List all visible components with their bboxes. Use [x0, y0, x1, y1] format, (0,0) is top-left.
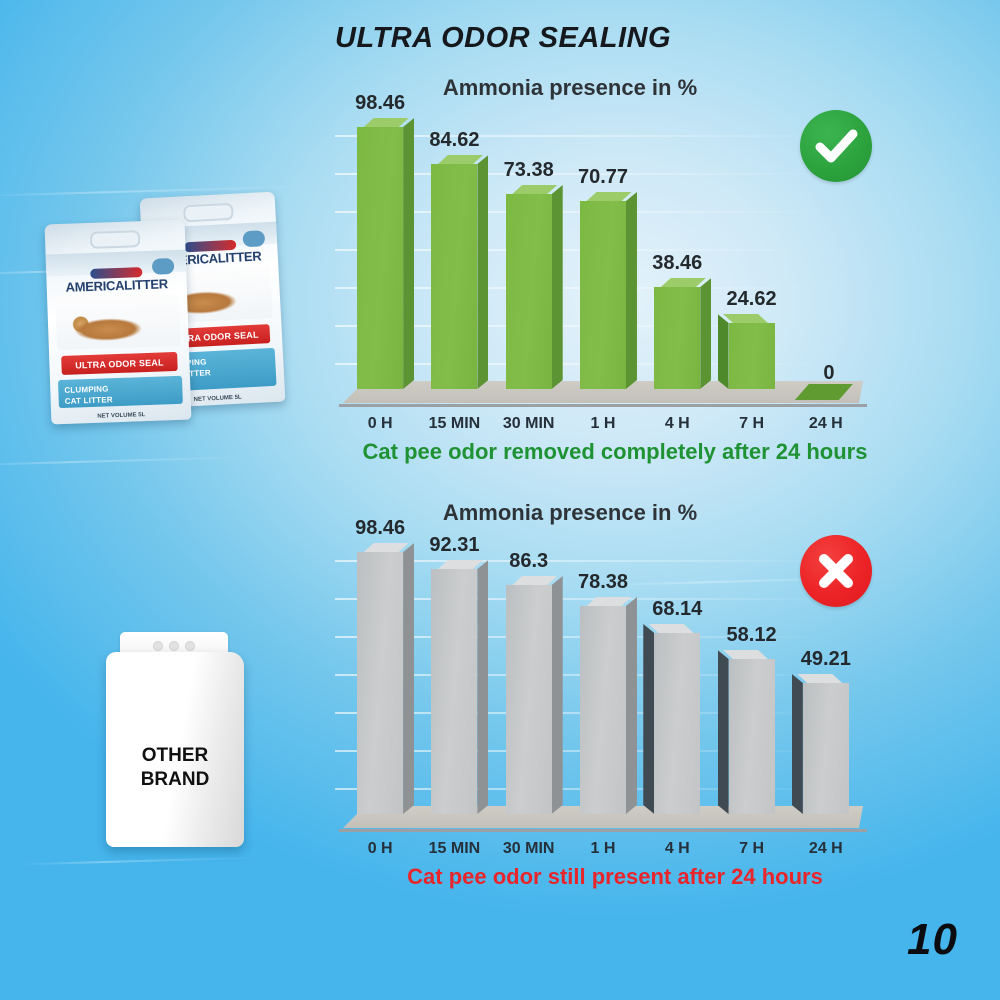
axis-tick: 4 H — [664, 415, 690, 432]
bag-handle — [89, 230, 141, 249]
axis-tick: 30 MIN — [502, 415, 555, 432]
bag-handle — [182, 202, 234, 223]
bar-slot: 78.38 — [566, 536, 640, 814]
axis-tick: 7 H — [739, 415, 764, 432]
bar: 78.38 — [578, 571, 626, 814]
bar-value-label: 24.62 — [726, 288, 777, 310]
paw-icon — [242, 230, 266, 248]
axis-tick: 1 H — [590, 840, 616, 857]
bar-zero: 0 — [799, 362, 853, 389]
bar-value-label: 78.38 — [577, 571, 629, 593]
bar-value-label: 70.77 — [577, 166, 629, 188]
axis-tick: 24 H — [808, 840, 843, 857]
bar-value-label: 86.3 — [509, 550, 549, 572]
x-circle-icon — [800, 535, 872, 607]
product-bag-front: AMERICALITTER ULTRA ODOR SEAL CLUMPING C… — [44, 219, 192, 425]
paw-icon — [151, 258, 175, 275]
bar-series: 98.46 84.62 73.38 — [343, 92, 863, 389]
bar-value-label: 0 — [823, 362, 835, 384]
axis-tick: 4 H — [664, 840, 690, 857]
other-brand-line-1: OTHER — [141, 745, 209, 766]
axis-tick: 0 H — [367, 415, 393, 432]
bar: 68.14 — [654, 598, 702, 814]
axis-tick: 30 MIN — [502, 840, 555, 857]
other-brand-line-2: BRAND — [140, 769, 210, 790]
bag-seal-banner: ULTRA ODOR SEAL — [61, 351, 178, 375]
bar-slot: 84.62 — [417, 111, 491, 389]
check-circle-icon — [800, 110, 872, 182]
bar-value-label: 98.46 — [355, 92, 406, 114]
bar-value-label: 68.14 — [652, 598, 703, 620]
bar: 58.12 — [729, 624, 777, 814]
bar-slot: 38.46 — [640, 111, 714, 389]
bar: 24.62 — [729, 288, 777, 389]
bar-slot: 49.21 — [789, 536, 863, 814]
bar-slot: 73.38 — [492, 111, 566, 389]
bar-slot: 68.14 — [640, 536, 714, 814]
x-axis-labels: 0 H 15 MIN 30 MIN 1 H 4 H 7 H 24 H — [343, 840, 863, 858]
bar-value-label: 73.38 — [503, 159, 554, 181]
bar-slot: 58.12 — [714, 536, 788, 814]
bar-slot: 70.77 — [566, 111, 640, 389]
chart-title: Ammonia presence in % — [442, 500, 698, 525]
bar: 73.38 — [504, 159, 552, 389]
bar-value-label: 92.31 — [429, 534, 480, 556]
axis-tick: 15 MIN — [428, 415, 481, 432]
other-brand-bag: OTHER BRAND — [100, 632, 250, 847]
bar-slot: 86.3 — [492, 536, 566, 814]
bag-brand-name: AMERICALITTER — [65, 276, 169, 295]
axis-tick: 1 H — [590, 415, 616, 432]
bar-value-label: 38.46 — [652, 252, 703, 274]
page-title: ULTRA ODOR SEALING — [335, 22, 672, 54]
bar-value-label: 58.12 — [726, 624, 777, 646]
bar-value-label: 49.21 — [800, 648, 851, 670]
bar-slot: 98.46 — [343, 517, 417, 814]
chart-title: Ammonia presence in % — [442, 75, 698, 100]
cat-photo — [55, 293, 181, 351]
bar: 98.46 — [355, 92, 403, 389]
x-axis-labels: 0 H 15 MIN 30 MIN 1 H 4 H 7 H 24 H — [343, 415, 863, 433]
bar: 86.3 — [505, 550, 552, 814]
axis-tick: 7 H — [739, 840, 764, 857]
bar-value-label: 84.62 — [429, 129, 480, 151]
axis-tick: 24 H — [808, 415, 843, 432]
bar-value-label: 98.46 — [355, 517, 406, 539]
page-number: 10 — [907, 915, 958, 964]
axis-tick: 15 MIN — [428, 840, 481, 857]
bar: 98.46 — [355, 517, 403, 814]
bar-slot: 98.46 — [343, 92, 417, 389]
bar: 84.62 — [429, 129, 477, 389]
axis-tick: 0 H — [367, 840, 393, 857]
other-brand-label: OTHER BRAND — [106, 744, 244, 792]
bar-slot: 92.31 — [417, 534, 491, 814]
bar: 70.77 — [578, 166, 626, 389]
bar-slot: 0 — [789, 111, 863, 389]
bar-series: 98.46 92.31 86.3 — [343, 517, 863, 814]
bag-vent-holes — [153, 641, 195, 651]
chart-caption: Cat pee odor still present after 24 hour… — [407, 864, 823, 889]
bag-net-volume: NET VOLUME 5L — [97, 412, 146, 420]
chart-caption: Cat pee odor removed completely after 24… — [362, 439, 868, 464]
bar: 92.31 — [429, 534, 477, 814]
bar: 49.21 — [803, 648, 851, 814]
bar-slot: 24.62 — [714, 111, 788, 389]
bar: 38.46 — [652, 252, 700, 389]
